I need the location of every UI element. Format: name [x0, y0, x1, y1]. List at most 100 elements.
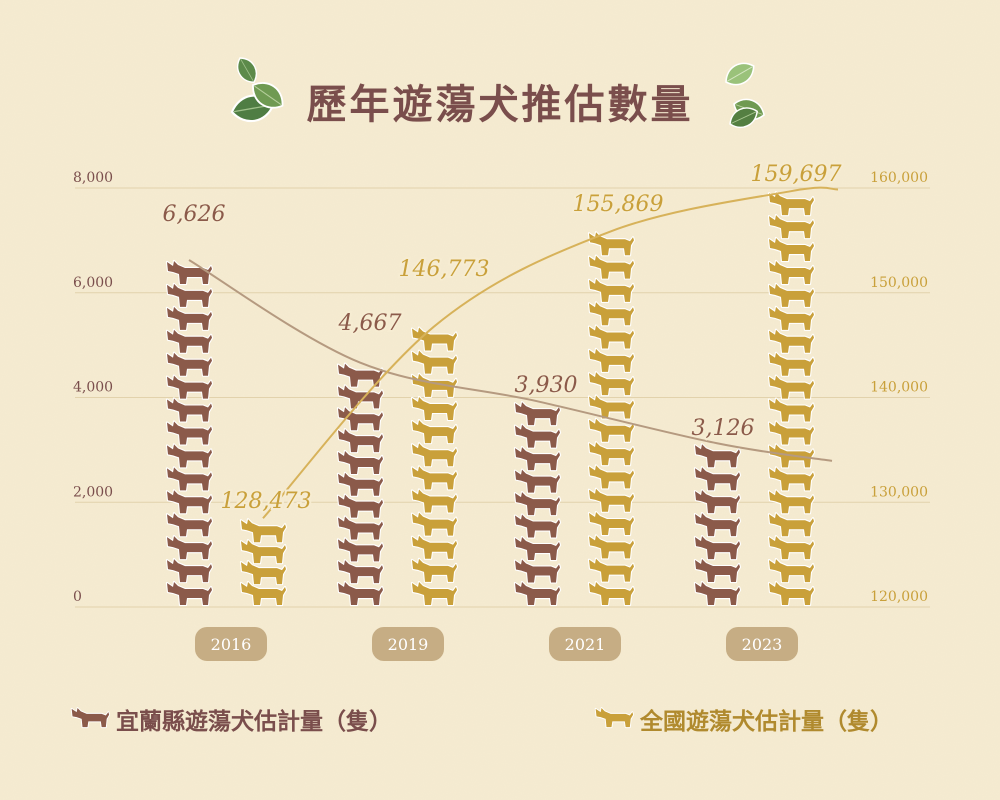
dog-icon: [165, 374, 214, 400]
legend-item-local: 宜蘭縣遊蕩犬估計量（隻）: [70, 707, 392, 735]
dog-icon: [587, 464, 636, 490]
dog-icon: [336, 580, 385, 607]
dog-icon: [767, 557, 816, 584]
dog-icon: [693, 534, 742, 561]
dog-icon: [410, 395, 459, 422]
year-pill-2019: 2019: [372, 627, 444, 661]
dog-icon: [767, 351, 816, 377]
dog-icon: [587, 534, 636, 560]
leaf-vein: [727, 66, 753, 82]
year-pill-2023: 2023: [726, 627, 798, 661]
dog-icon: [693, 580, 742, 607]
y-right-tick: 160,000: [870, 170, 928, 186]
dog-icon: [513, 535, 562, 562]
year-label: 2021: [565, 635, 606, 654]
y-right-tick: 130,000: [870, 484, 928, 500]
year-label: 2019: [388, 635, 429, 654]
dog-icon: [165, 351, 214, 377]
dog-icon: [165, 397, 214, 423]
dog-icon: [336, 449, 385, 476]
bar-2023: [767, 191, 816, 607]
dog-icon: [239, 559, 288, 586]
bar-2016: [165, 259, 214, 607]
dog-icon: [767, 420, 816, 446]
dog-icon: [767, 535, 816, 561]
dog-icon: [410, 511, 459, 537]
y-left-tick: 0: [73, 589, 82, 605]
y-left-tick: 2,000: [73, 484, 113, 500]
dog-icon: [693, 489, 742, 515]
dog-icon: [767, 466, 816, 492]
year-label: 2016: [211, 635, 252, 654]
dog-icon: [767, 214, 816, 240]
local-value-label: 4,667: [338, 311, 402, 336]
year-pill-bg: [726, 627, 798, 661]
dog-icon: [410, 349, 459, 375]
national-trend-line: [262, 186, 839, 519]
year-pill-2016: 2016: [195, 627, 267, 661]
dog-icon: [767, 512, 816, 538]
dog-icon: [767, 282, 816, 308]
dog-icon: [513, 580, 562, 607]
dog-icon: [336, 493, 385, 519]
dog-icon: [410, 465, 459, 491]
dog-icon: [513, 513, 562, 539]
dog-icon: [767, 397, 816, 423]
local-value-label: 3,126: [692, 416, 755, 441]
dog-icon: [165, 535, 214, 561]
dog-icon: [594, 707, 635, 729]
dog-icon: [767, 236, 816, 263]
dog-icon: [767, 305, 816, 331]
year-pill-bg: [195, 627, 267, 661]
dog-icon: [513, 468, 562, 494]
dog-icon: [513, 423, 562, 449]
dog-icon: [587, 487, 636, 513]
legend: 宜蘭縣遊蕩犬估計量（隻） 全國遊蕩犬估計量（隻）: [70, 707, 893, 735]
y-right-tick: 150,000: [870, 275, 928, 291]
national-value-label: 128,473: [221, 489, 312, 514]
dog-icon: [513, 446, 562, 472]
dog-icon: [239, 518, 288, 544]
y-left-tick: 6,000: [73, 275, 113, 291]
dog-icon: [410, 534, 459, 560]
dog-icon: [70, 707, 111, 729]
local-value-label: 3,930: [515, 373, 578, 398]
year-label: 2023: [742, 635, 783, 654]
bar-2023: [693, 443, 742, 607]
dog-icon: [410, 557, 459, 583]
dog-icon: [165, 282, 214, 308]
dog-icon: [587, 510, 636, 537]
y-right-tick: 140,000: [870, 380, 928, 396]
leaf-icon: [729, 107, 758, 128]
dog-icon: [587, 277, 636, 304]
dog-icon: [165, 443, 214, 469]
dog-icon: [410, 488, 459, 514]
dog-icon: [767, 580, 816, 607]
year-pill-bg: [549, 627, 621, 661]
dog-icon: [410, 580, 459, 607]
dog-icon: [767, 374, 816, 400]
chart-title: 歷年遊蕩犬推估數量: [306, 81, 694, 128]
dog-icon: [693, 466, 742, 492]
national-value-label: 159,697: [751, 162, 842, 187]
dog-icon: [336, 427, 385, 454]
leaf-vein: [731, 111, 757, 124]
dog-icon: [587, 324, 636, 350]
dog-icon: [767, 328, 816, 354]
y-left-tick: 8,000: [73, 170, 113, 186]
dog-icon: [165, 466, 214, 492]
dog-icon: [587, 371, 636, 397]
year-pill-bg: [372, 627, 444, 661]
dog-icon: [165, 489, 214, 515]
leaf-icon: [252, 82, 284, 109]
dog-icon: [165, 328, 214, 354]
y-right-tick: 120,000: [870, 589, 928, 605]
dog-icon: [587, 441, 636, 467]
dog-icon: [165, 580, 214, 607]
dog-icon: [587, 557, 636, 583]
dog-icon: [513, 490, 562, 517]
dog-icon: [587, 580, 636, 607]
